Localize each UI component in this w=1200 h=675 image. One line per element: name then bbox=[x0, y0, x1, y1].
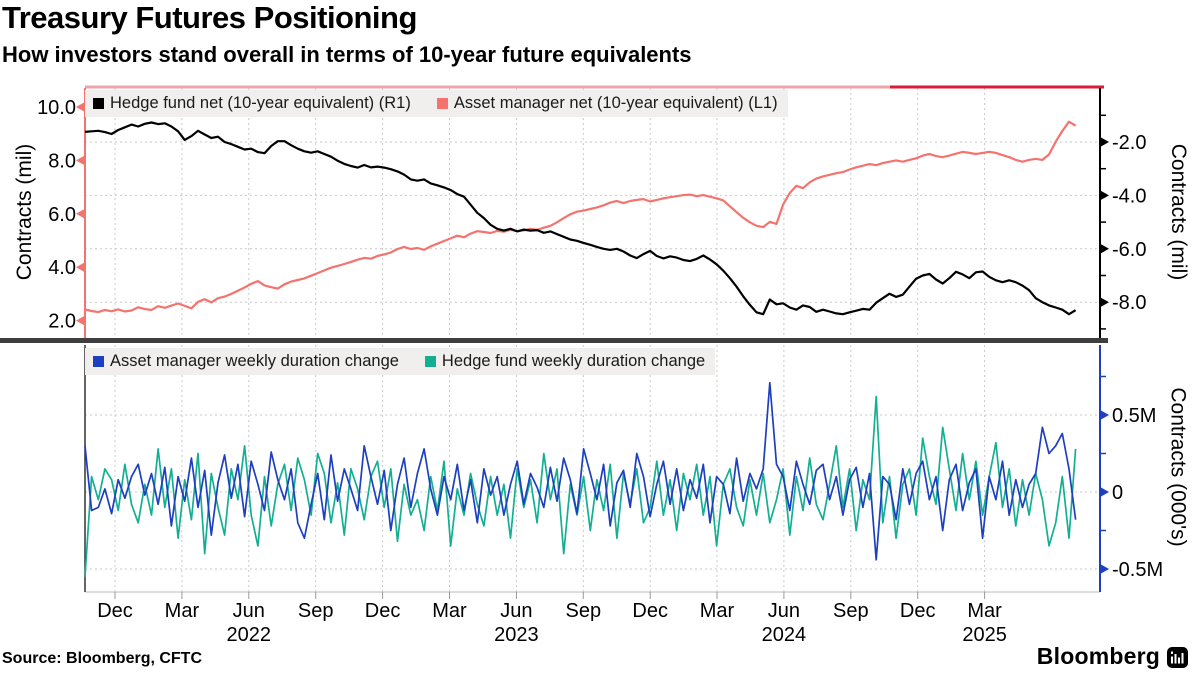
svg-text:Mar: Mar bbox=[165, 600, 200, 622]
bottom-right-axis-title: Contracts (000's) bbox=[1166, 387, 1190, 547]
legend-bottom-panel: Asset manager weekly duration change Hed… bbox=[85, 348, 716, 375]
svg-text:8.0: 8.0 bbox=[48, 150, 76, 172]
svg-text:Dec: Dec bbox=[900, 600, 936, 622]
page-title: Treasury Futures Positioning bbox=[2, 0, 417, 35]
svg-text:Sep: Sep bbox=[298, 600, 334, 622]
svg-text:2025: 2025 bbox=[962, 624, 1007, 646]
svg-text:2.0: 2.0 bbox=[48, 311, 76, 333]
legend-entry-asset-manager-weekly: Asset manager weekly duration change bbox=[93, 352, 399, 371]
svg-text:-2.0: -2.0 bbox=[1112, 132, 1146, 154]
legend-label: Hedge fund net (10-year equivalent) (R1) bbox=[110, 94, 411, 112]
bloomberg-terminal-icon bbox=[1167, 647, 1188, 668]
svg-text:-6.0: -6.0 bbox=[1112, 239, 1146, 261]
svg-text:2024: 2024 bbox=[762, 624, 807, 646]
svg-text:Dec: Dec bbox=[97, 600, 133, 622]
series-lines bbox=[84, 120, 1077, 577]
svg-text:Jun: Jun bbox=[500, 600, 532, 622]
svg-text:6.0: 6.0 bbox=[48, 204, 76, 226]
series-line bbox=[84, 120, 1077, 314]
series-line bbox=[84, 121, 1077, 316]
hedge-fund-weekly-swatch-icon bbox=[424, 356, 436, 367]
asset-manager-net-swatch-icon bbox=[436, 98, 448, 109]
svg-text:0.5M: 0.5M bbox=[1112, 405, 1156, 427]
asset-manager-weekly-swatch-icon bbox=[93, 356, 104, 367]
svg-text:4.0: 4.0 bbox=[48, 257, 76, 279]
legend-entry-hedge-fund-net: Hedge fund net (10-year equivalent) (R1) bbox=[93, 94, 411, 113]
svg-text:Jun: Jun bbox=[233, 600, 265, 622]
source-note: Source: Bloomberg, CFTC bbox=[2, 650, 203, 667]
legend-label: Asset manager net (10-year equivalent) (… bbox=[453, 94, 778, 112]
svg-text:Mar: Mar bbox=[432, 600, 467, 622]
svg-text:10.0: 10.0 bbox=[37, 97, 76, 119]
legend-label: Asset manager weekly duration change bbox=[110, 352, 399, 370]
top-left-axis-title: Contracts (mil) bbox=[13, 143, 36, 281]
svg-text:2022: 2022 bbox=[227, 624, 272, 646]
bloomberg-wordmark: Bloomberg bbox=[1036, 643, 1160, 669]
series-line bbox=[84, 395, 1077, 577]
svg-text:Sep: Sep bbox=[566, 600, 602, 622]
svg-text:Dec: Dec bbox=[365, 600, 401, 622]
svg-text:2023: 2023 bbox=[494, 624, 539, 646]
axes bbox=[0, 85, 1109, 599]
top-right-axis-title: Contracts (mil) bbox=[1167, 143, 1190, 281]
legend-top-panel: Hedge fund net (10-year equivalent) (R1)… bbox=[85, 90, 788, 117]
legend-entry-hedge-fund-weekly: Hedge fund weekly duration change bbox=[424, 352, 706, 371]
svg-text:0: 0 bbox=[1112, 482, 1123, 504]
series-line bbox=[84, 381, 1077, 561]
svg-text:-4.0: -4.0 bbox=[1112, 185, 1146, 207]
hedge-fund-net-swatch-icon bbox=[93, 98, 104, 109]
svg-text:Jun: Jun bbox=[768, 600, 800, 622]
svg-text:-8.0: -8.0 bbox=[1112, 292, 1146, 314]
page-subtitle: How investors stand overall in terms of … bbox=[2, 42, 692, 67]
legend-label: Hedge fund weekly duration change bbox=[441, 352, 706, 370]
svg-text:Mar: Mar bbox=[967, 600, 1002, 622]
svg-text:Sep: Sep bbox=[833, 600, 869, 622]
svg-text:-0.5M: -0.5M bbox=[1112, 559, 1163, 581]
legend-entry-asset-manager-net: Asset manager net (10-year equivalent) (… bbox=[436, 94, 778, 113]
axis-tick-labels: 10.0 8.0 6.0 4.0 2.0 -2.0 -4.0 -6.0 -8.0 0.5M 0 -0.… bbox=[37, 97, 1163, 646]
svg-text:Dec: Dec bbox=[632, 600, 668, 622]
svg-text:Mar: Mar bbox=[700, 600, 735, 622]
